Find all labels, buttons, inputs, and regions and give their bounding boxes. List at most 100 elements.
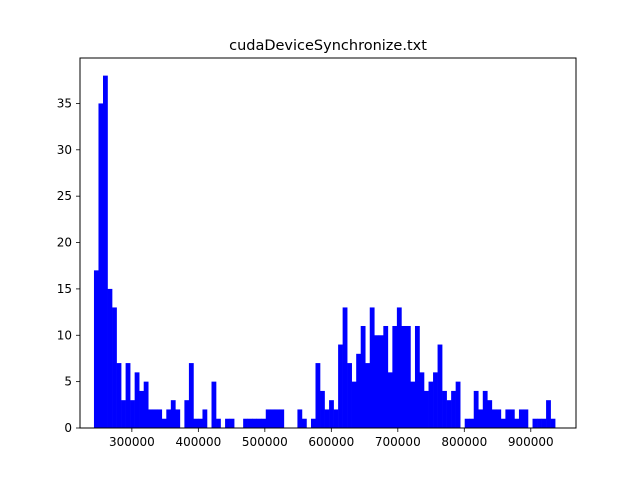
histogram-bar <box>455 381 461 428</box>
histogram-bar <box>442 390 447 428</box>
histogram-bar <box>491 409 497 428</box>
histogram-bar <box>148 409 154 428</box>
histogram-bar <box>482 390 488 428</box>
histogram-bar <box>360 325 366 428</box>
histogram-bar <box>157 409 163 428</box>
histogram-bar <box>419 372 425 428</box>
y-tick-label: 35 <box>57 96 72 110</box>
chart-title: cudaDeviceSynchronize.txt <box>229 38 427 54</box>
x-tick-label: 400000 <box>175 435 221 449</box>
x-axis-ticks: 300000 400000 500000 600000 700000 800000 9000… <box>109 428 554 449</box>
plot-frame <box>79 57 577 429</box>
histogram-bar <box>523 409 529 428</box>
histogram-bar <box>496 409 502 428</box>
y-tick-label: 15 <box>57 282 72 296</box>
histogram-bar <box>509 409 515 428</box>
histogram-bar <box>478 409 484 428</box>
histogram-bar <box>247 418 253 428</box>
histogram-bar <box>437 344 443 428</box>
histogram-bar <box>387 372 393 428</box>
histogram-bar <box>537 418 542 428</box>
histogram-bar <box>184 400 190 428</box>
histogram-bar <box>405 325 411 428</box>
histogram-bar <box>121 400 126 428</box>
histogram-bar <box>166 409 172 428</box>
histogram-bar <box>279 409 285 428</box>
histogram-bar <box>342 307 348 428</box>
histogram-bar <box>170 400 176 428</box>
histogram-bar <box>139 390 144 428</box>
histogram-bar <box>175 409 181 428</box>
histogram-bar <box>107 288 113 428</box>
histogram-bar <box>378 335 384 428</box>
histogram-bar <box>446 400 452 428</box>
histogram-bar <box>356 353 362 428</box>
histogram-bar <box>487 400 493 428</box>
histogram-bar <box>143 381 149 428</box>
histogram-bar <box>211 381 217 428</box>
y-tick-label: 20 <box>57 236 72 250</box>
y-tick-label: 5 <box>64 375 72 389</box>
x-tick-label: 800000 <box>441 435 487 449</box>
histogram-bar <box>193 418 199 428</box>
histogram-bar <box>152 409 158 428</box>
histogram-bar <box>252 418 258 428</box>
histogram-bar <box>365 363 371 428</box>
x-tick-label: 300000 <box>109 435 155 449</box>
histogram-bar <box>392 325 398 428</box>
histogram-bar <box>347 363 352 428</box>
histogram-bar <box>374 335 380 428</box>
bars-group <box>93 75 556 429</box>
histogram-bar <box>518 409 524 428</box>
y-tick-label: 25 <box>57 189 72 203</box>
histogram-bar <box>541 418 547 428</box>
histogram-bar <box>550 418 556 428</box>
histogram-bar <box>320 390 325 428</box>
histogram-bar <box>161 418 167 428</box>
histogram-bar <box>333 409 339 428</box>
histogram-bar <box>93 270 99 428</box>
histogram-bar <box>297 409 303 428</box>
histogram-bar <box>229 418 235 428</box>
histogram-bar <box>424 390 429 428</box>
histogram-bar <box>98 103 104 428</box>
histogram-bar <box>243 418 248 428</box>
x-tick-label: 600000 <box>308 435 354 449</box>
histogram-bar <box>500 418 506 428</box>
histogram-bar <box>274 409 280 428</box>
histogram-bar <box>134 372 140 428</box>
y-tick-label: 30 <box>57 143 72 157</box>
histogram-bar <box>202 409 208 428</box>
histogram-bar <box>315 363 321 428</box>
histogram-bar <box>532 418 538 428</box>
histogram-bar <box>261 418 267 428</box>
histogram-bar <box>225 418 230 428</box>
histogram-bar <box>546 400 551 428</box>
histogram-bar <box>103 75 108 429</box>
histogram-bar <box>383 325 389 428</box>
histogram-bar <box>112 307 117 428</box>
histogram-bar <box>256 418 262 428</box>
histogram-bar <box>310 418 316 428</box>
histogram-bar <box>469 418 475 428</box>
histogram-bar <box>505 409 511 428</box>
histogram-bar <box>433 372 438 428</box>
histogram-bar <box>265 409 271 428</box>
histogram-bar <box>216 418 221 428</box>
histogram-bar <box>301 418 307 428</box>
histogram-bar <box>410 381 416 428</box>
histogram-bar <box>514 418 520 428</box>
histogram-bar <box>324 409 330 428</box>
histogram-bar <box>414 325 420 428</box>
histogram-bar <box>351 381 357 428</box>
histogram-bar <box>428 381 434 428</box>
x-tick-label: 700000 <box>375 435 421 449</box>
histogram-bar <box>329 400 334 428</box>
histogram-bar <box>473 390 479 428</box>
x-tick-label: 500000 <box>242 435 288 449</box>
y-tick-label: 0 <box>64 421 72 435</box>
histogram-bar <box>125 363 131 428</box>
histogram-bar <box>270 409 276 428</box>
histogram-bar <box>396 307 402 428</box>
